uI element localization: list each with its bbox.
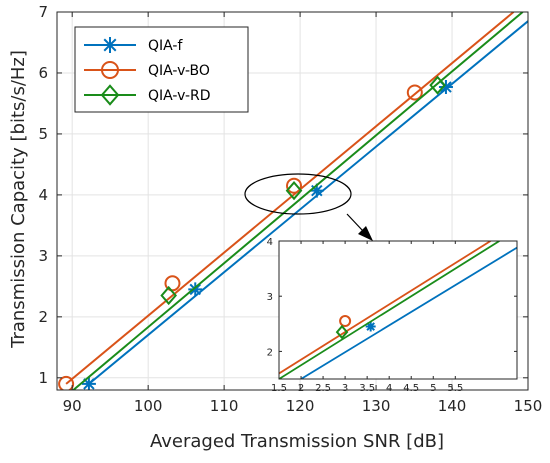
legend-label-2: QIA-v-RD bbox=[148, 88, 211, 104]
main-series-2-marker-2 bbox=[429, 75, 446, 95]
inset-xtick-label: 5 bbox=[430, 383, 436, 394]
inset-xtick-label: 5.5 bbox=[447, 383, 463, 394]
zoom-inset: 1.5 2 2.5 3 3.5 4 4.5 5 5.5 2 3 4 bbox=[267, 237, 518, 394]
inset-xtick-label: 3.5 bbox=[359, 383, 375, 394]
legend-marker-1 bbox=[101, 61, 119, 79]
x-axis-label: Averaged Transmission SNR [dB] bbox=[150, 431, 444, 452]
main-series-1-marker-0 bbox=[58, 375, 75, 390]
main-xtick-label: 130 bbox=[362, 397, 391, 415]
main-series-line-0 bbox=[88, 20, 528, 385]
main-ytick-label: 3 bbox=[38, 247, 48, 265]
main-series-0-marker-3 bbox=[438, 79, 453, 94]
main-xtick-label: 110 bbox=[210, 397, 239, 415]
main-series-group bbox=[58, 12, 528, 390]
y-axis-label: Transmission Capacity [bits/s/Hz] bbox=[8, 50, 29, 349]
main-ytick-label: 5 bbox=[38, 125, 48, 143]
inset-xtick-label: 2 bbox=[298, 383, 304, 394]
main-xtick-label: 100 bbox=[134, 397, 163, 415]
inset-series-line-0 bbox=[300, 246, 517, 379]
main-ytick-label: 7 bbox=[38, 3, 48, 21]
zoom-arrowhead bbox=[358, 226, 373, 241]
main-series-0-marker-1 bbox=[188, 282, 203, 297]
main-series-line-2 bbox=[71, 12, 524, 390]
legend: QIA-f QIA-v-BO QIA-v-RD bbox=[74, 26, 249, 113]
inset-series-line-1 bbox=[279, 241, 492, 375]
inset-xtick-label: 3 bbox=[342, 383, 348, 394]
main-series-1-marker-2 bbox=[286, 177, 303, 194]
inset-ytick-label: 4 bbox=[267, 237, 273, 248]
inset-xtick-label: 2.5 bbox=[315, 383, 331, 394]
main-xtick-label: 120 bbox=[286, 397, 315, 415]
main-xtick-label: 140 bbox=[438, 397, 467, 415]
main-series-0-marker-2 bbox=[309, 183, 324, 198]
inset-series-group bbox=[279, 241, 517, 379]
inset-series-1-marker-0 bbox=[339, 315, 352, 328]
main-series-2-marker-0 bbox=[160, 285, 177, 306]
legend-marker-0 bbox=[102, 37, 118, 53]
inset-xtick-label: 4.5 bbox=[403, 383, 419, 394]
inset-xtick-label: 4 bbox=[386, 383, 392, 394]
main-ytick-label: 6 bbox=[38, 64, 48, 82]
main-series-2-marker-1 bbox=[285, 181, 303, 201]
main-xtick-label: 90 bbox=[63, 397, 82, 415]
inset-series-0-marker-0 bbox=[365, 321, 376, 332]
annotations bbox=[244, 173, 373, 241]
zoom-arrow-shaft bbox=[346, 213, 364, 232]
inset-background bbox=[279, 241, 517, 379]
inset-series-2-marker-0 bbox=[335, 324, 349, 340]
inset-ytick-label: 3 bbox=[267, 292, 273, 303]
main-series-0-marker-0 bbox=[81, 376, 96, 390]
inset-series-line-2 bbox=[279, 241, 500, 379]
main-ytick-label: 1 bbox=[38, 369, 48, 387]
main-series-line-1 bbox=[65, 12, 515, 385]
inset-xtick-label: 1.5 bbox=[271, 383, 287, 394]
legend-marker-2 bbox=[100, 84, 120, 106]
main-series-1-marker-3 bbox=[406, 84, 423, 101]
legend-label-0: QIA-f bbox=[148, 38, 183, 54]
zoom-region-ellipse bbox=[244, 173, 352, 215]
inset-frame bbox=[278, 240, 518, 380]
legend-label-1: QIA-v-BO bbox=[148, 63, 210, 79]
main-xtick-label: 150 bbox=[514, 397, 543, 415]
main-frame bbox=[56, 11, 529, 391]
main-ytick-label: 2 bbox=[38, 308, 48, 326]
main-ytick-label: 4 bbox=[38, 186, 48, 204]
inset-ytick-label: 2 bbox=[267, 347, 273, 358]
